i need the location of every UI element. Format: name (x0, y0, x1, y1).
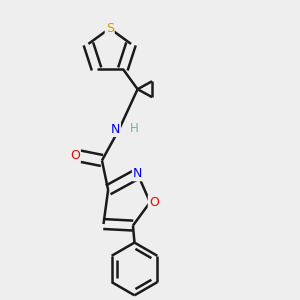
Text: S: S (106, 22, 114, 35)
Text: H: H (130, 122, 138, 135)
Text: N: N (111, 123, 120, 136)
Text: O: O (149, 196, 159, 209)
Text: N: N (133, 167, 142, 180)
Text: O: O (70, 149, 80, 162)
